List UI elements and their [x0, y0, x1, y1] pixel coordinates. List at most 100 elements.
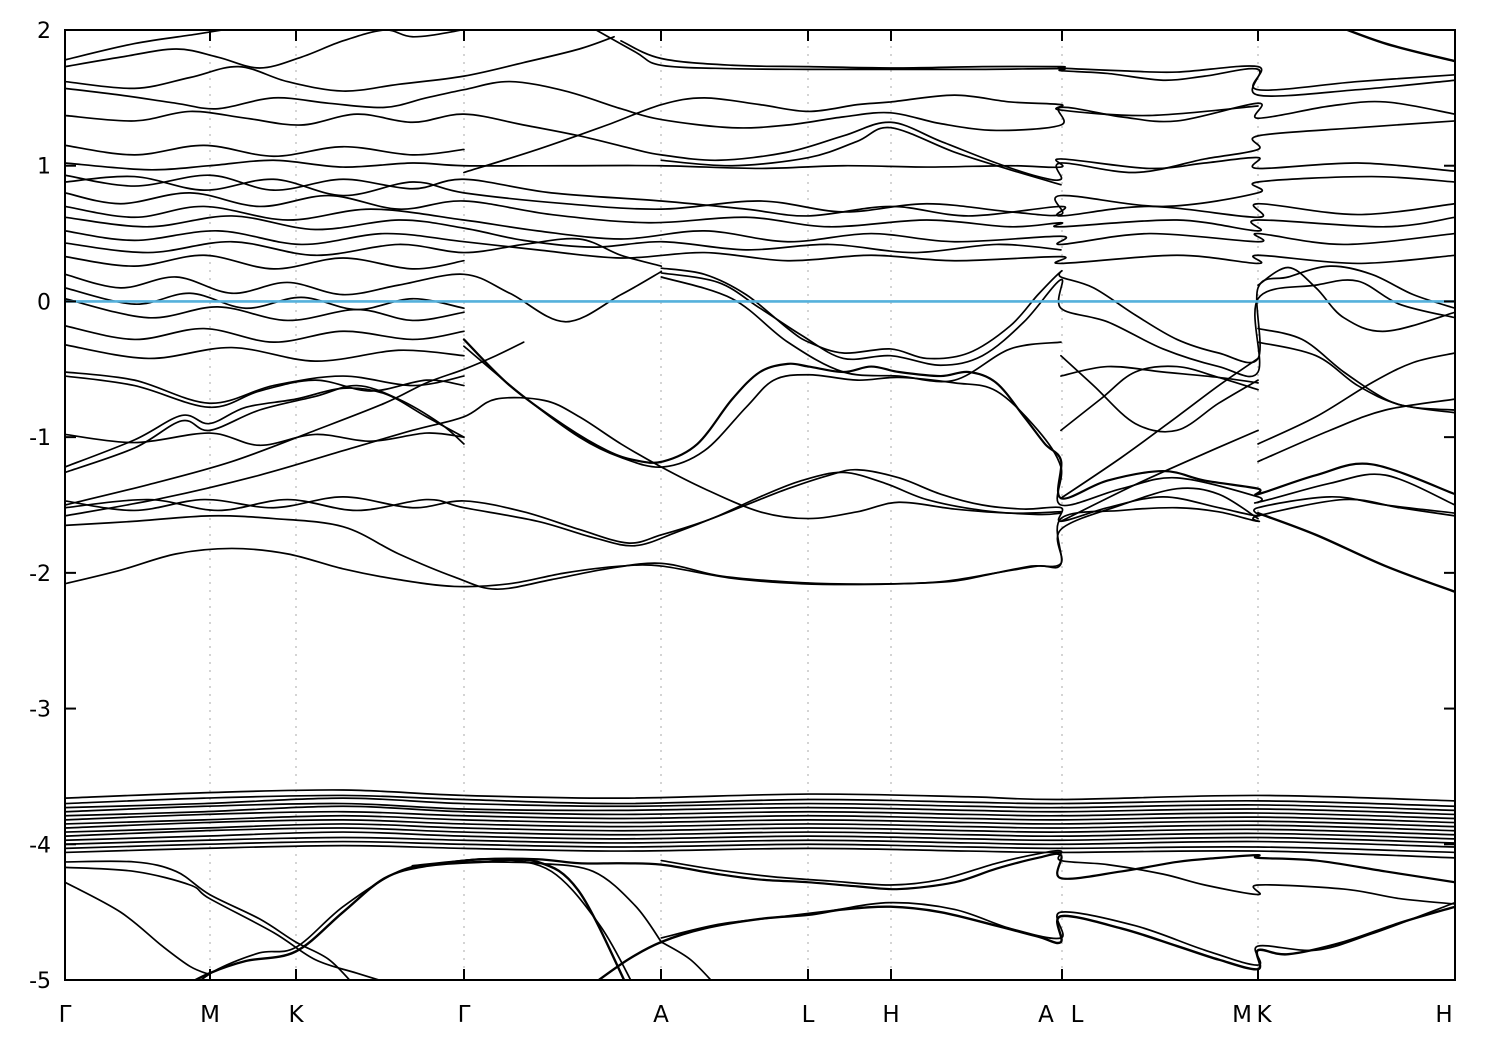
x-axis-label: A [1038, 1002, 1054, 1028]
band-curve [65, 814, 1455, 828]
band-curve [1060, 365, 1259, 384]
band-curve [65, 341, 525, 506]
band-curve [65, 344, 465, 362]
band-curve [65, 237, 663, 267]
band-curve [1257, 327, 1455, 411]
band-curve [65, 192, 1455, 232]
band-curve [65, 818, 1455, 832]
y-axis-label: -3 [29, 698, 51, 723]
band-curve [1256, 511, 1455, 594]
y-axis-label: 0 [37, 290, 51, 315]
band-curve [660, 265, 1455, 364]
band-curve [65, 840, 1455, 854]
band-curve [1060, 429, 1259, 523]
band-curve [481, 861, 663, 943]
band-curve [65, 144, 465, 158]
band-curve [1257, 266, 1455, 333]
band-curve [65, 471, 1062, 547]
x-axis-label: L [802, 1002, 815, 1028]
y-axis-label: -2 [29, 562, 51, 587]
band-curve [65, 387, 465, 468]
band-curve [65, 270, 663, 323]
band-curve [65, 468, 1455, 544]
x-axis-label: M [200, 1002, 220, 1028]
x-axis-label: M [1232, 1002, 1252, 1028]
band-lines [65, 30, 1455, 980]
band-curve [65, 215, 1062, 254]
band-curve [65, 498, 1455, 588]
y-axis-label: -4 [29, 833, 51, 858]
band-curve [65, 396, 1062, 520]
band-curve [65, 110, 1455, 182]
axis-ticks [64, 29, 1456, 981]
x-axis-label: H [1435, 1002, 1452, 1028]
band-curve [660, 901, 1455, 966]
band-curve [65, 287, 465, 311]
band-curve [596, 905, 1455, 980]
band-curve [65, 844, 1455, 859]
band-curve [463, 94, 1259, 174]
band-curve [462, 338, 1455, 500]
band-curve [65, 432, 465, 447]
band-curve [65, 174, 1455, 219]
band-curve [65, 384, 465, 474]
band-curve [660, 276, 1062, 383]
x-axis-label: K [1256, 1002, 1272, 1028]
band-curve [1344, 30, 1455, 63]
y-axis-labels: 2 1 0 -1 -2 -3 -4 -5 [29, 19, 51, 994]
band-curve [1060, 357, 1259, 500]
band-curve [65, 805, 1455, 820]
band-curve [1257, 398, 1455, 463]
band-curve [65, 827, 1455, 840]
band-curve [660, 272, 1455, 378]
band-curve [65, 325, 465, 343]
band-curve [1257, 352, 1455, 445]
band-curve [65, 789, 1455, 802]
band-curve [65, 802, 1455, 816]
band-curve [65, 810, 1455, 824]
band-curve [65, 797, 1455, 812]
band-curve [620, 40, 1455, 91]
band-curve [65, 375, 465, 409]
band-curve [660, 849, 1455, 905]
band-curve [65, 831, 1455, 844]
band-curve [65, 80, 1455, 132]
band-curve [65, 881, 211, 976]
band-curve [65, 30, 466, 69]
band-curve [463, 345, 1455, 507]
band-curve [65, 794, 1455, 808]
band-curve [65, 35, 615, 92]
band-curve [660, 126, 1062, 186]
band-curve [1060, 365, 1259, 432]
y-axis-label: -1 [29, 426, 51, 451]
x-axis-label: K [288, 1002, 304, 1028]
x-axis-label: H [882, 1002, 899, 1028]
x-axis-label: L [1071, 1002, 1084, 1028]
band-curve [65, 30, 228, 61]
band-curve [65, 254, 465, 270]
y-axis-label: 2 [37, 19, 51, 44]
band-curve [1257, 341, 1455, 414]
band-curve [411, 852, 1455, 891]
band-curve [65, 866, 382, 980]
band-curve [65, 156, 1455, 172]
band-curve [199, 858, 632, 980]
y-axis-label: -5 [29, 969, 51, 994]
band-curve [65, 297, 465, 322]
band-curve [660, 941, 712, 980]
band-curve [65, 205, 1455, 246]
y-axis-label: 1 [37, 155, 51, 180]
band-curve [65, 230, 1455, 265]
band-curve [65, 175, 1455, 217]
x-axis-label: Γ [59, 1002, 72, 1028]
band-curve [65, 487, 1259, 590]
x-axis-label: Γ [458, 1002, 471, 1028]
plot-frame [64, 29, 1456, 981]
band-curve [65, 836, 1455, 848]
band-curve [594, 30, 1455, 97]
band-curve [65, 860, 351, 980]
band-curve [65, 371, 465, 405]
